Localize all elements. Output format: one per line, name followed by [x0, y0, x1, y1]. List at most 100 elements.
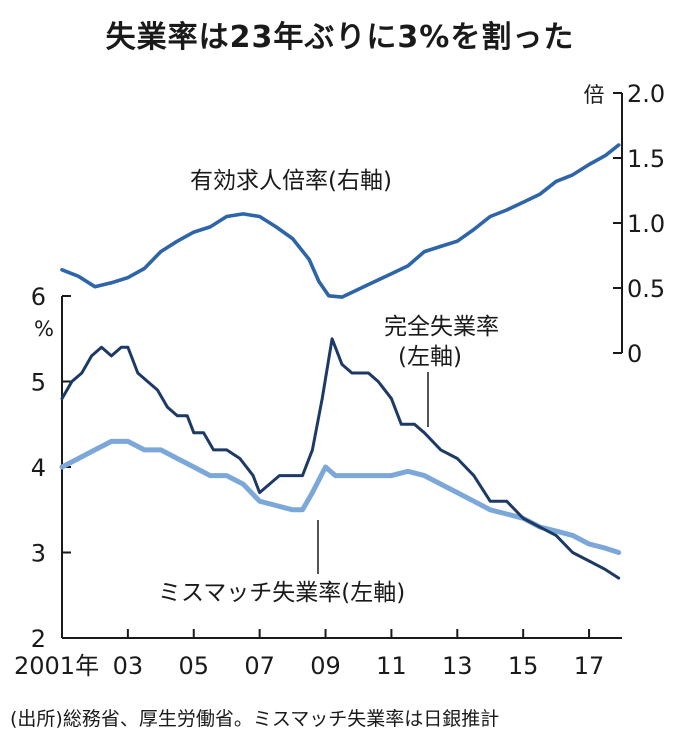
series-0-point: [456, 240, 459, 243]
series-1-point: [367, 371, 370, 375]
series-0-point: [77, 275, 80, 278]
series-0-point: [340, 295, 344, 299]
series-1-point: [186, 414, 189, 417]
right-tick-label: 0.5: [627, 275, 665, 303]
series-1-point: [301, 474, 304, 477]
series-1-point: [538, 525, 541, 529]
series-1-point: [202, 431, 205, 434]
series-1-point: [192, 431, 195, 434]
series-2-point: [406, 470, 410, 473]
series-1-point: [146, 380, 149, 383]
series-0-point: [406, 264, 410, 268]
series-1-point: [80, 371, 84, 375]
series-1-point: [100, 346, 103, 349]
series-0-point: [571, 173, 574, 177]
series-2-point: [334, 474, 337, 477]
series-1-point: [110, 354, 113, 358]
series-2-point: [423, 474, 426, 477]
right-tick-label: 1.5: [627, 145, 665, 173]
series-2-point: [301, 508, 304, 511]
series-2-point: [571, 534, 574, 537]
series-2-point: [554, 529, 558, 533]
series-1-point: [554, 534, 558, 537]
series-0-point: [538, 193, 541, 196]
series-0-point: [604, 154, 607, 157]
series-1-point: [156, 388, 159, 392]
series-0-point: [617, 143, 620, 147]
series-2-point: [617, 551, 620, 554]
series-1-point: [278, 474, 281, 477]
series-1-point: [176, 414, 179, 417]
series-2-point: [159, 448, 162, 452]
series-1-point: [571, 551, 574, 554]
x-tick-label: 17: [574, 652, 605, 680]
series-1-point: [330, 337, 334, 340]
series-0-point: [489, 215, 492, 218]
series-1-point: [377, 380, 380, 383]
series-2-point: [373, 474, 377, 477]
series-0-point: [307, 258, 311, 261]
series-1-point: [268, 482, 271, 486]
series-0-point: [126, 276, 130, 279]
left-tick-label: 5: [31, 369, 46, 397]
series-1-point: [90, 354, 93, 358]
left-tick-label: 6: [31, 283, 46, 311]
x-tick-label: 03: [113, 652, 144, 680]
series-0-point: [505, 208, 508, 212]
series-0-point: [242, 212, 245, 216]
series-line-1: [60, 337, 621, 580]
series-1-point: [212, 448, 215, 452]
series-0-point: [209, 225, 212, 229]
series-2-point: [110, 440, 113, 443]
series-1-point: [489, 500, 492, 503]
series-2-point: [242, 482, 245, 486]
series-line-0: [60, 143, 621, 299]
series-1-point: [617, 576, 620, 580]
series-2-point: [390, 474, 393, 477]
series-2-point: [126, 440, 130, 443]
series-0-point: [159, 250, 162, 253]
series-2-point: [143, 448, 146, 452]
series-2-point: [357, 474, 360, 477]
series-1-point: [357, 371, 360, 375]
series-2-point: [258, 500, 261, 503]
series-2-point: [587, 542, 591, 546]
series-2-point: [176, 457, 179, 460]
left-axis-unit: %: [34, 317, 54, 341]
series-0-point: [327, 294, 330, 297]
series-0-point: [439, 245, 442, 248]
series-1-point: [505, 500, 508, 503]
source-note: (出所)総務省、厚生労働省。ミスマッチ失業率は日銀推計: [10, 708, 500, 730]
unemployment-label-axis: (左軸): [398, 344, 462, 370]
series-2-point: [93, 448, 97, 452]
left-tick-label: 2: [31, 625, 46, 653]
jobs-ratio-label: 有効求人倍率(右軸): [190, 168, 392, 194]
series-line-2: [59, 438, 622, 555]
series-0-point: [373, 280, 377, 283]
series-0-point: [93, 285, 97, 288]
series-1-point: [340, 363, 344, 366]
series-0-point: [143, 267, 146, 270]
series-2-point: [489, 508, 492, 511]
series-0-point: [274, 225, 278, 229]
right-tick-label: 1.0: [627, 210, 665, 238]
mismatch-label: ミスマッチ失業率(左軸): [158, 580, 405, 606]
x-tick-label: 07: [244, 652, 275, 680]
left-tick-label: 3: [31, 540, 46, 568]
series-1-point: [350, 371, 354, 375]
left-tick-label: 4: [31, 454, 46, 482]
right-axis-unit: 倍: [584, 83, 605, 107]
x-tick-label: 11: [376, 652, 407, 680]
series-0-point: [176, 240, 179, 243]
series-0-point: [554, 180, 558, 183]
series-0-point: [587, 163, 591, 166]
series-2-point: [192, 465, 195, 469]
ticks: 2 3 4 5 6% 0 0.5 1.0 1.5 2.0 倍 2001年 03 05 07 09 11 13 15 1…: [14, 80, 665, 680]
series-1-point: [136, 371, 139, 375]
series-1-point: [439, 448, 442, 452]
series-1-point: [126, 346, 130, 349]
right-tick-label: 2.0: [627, 80, 665, 108]
series-1-point: [456, 457, 459, 460]
series-labels: 有効求人倍率(右軸) 完全失業率 (左軸) ミスマッチ失業率(左軸): [158, 168, 499, 606]
series-1-point: [413, 423, 416, 426]
